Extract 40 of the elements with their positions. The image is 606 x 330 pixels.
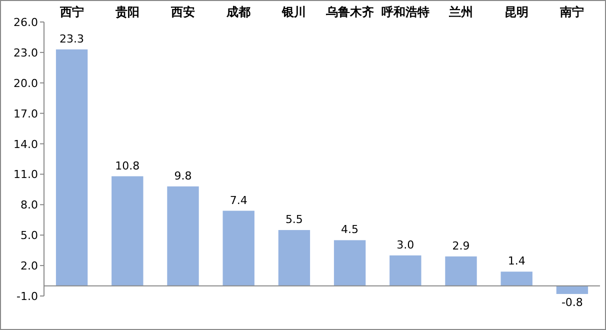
bar bbox=[445, 256, 477, 286]
y-tick-label: 11.0 bbox=[14, 168, 38, 182]
bar bbox=[500, 272, 532, 286]
y-tick-label: 8.0 bbox=[20, 198, 38, 212]
y-tick-label: 2.0 bbox=[20, 260, 38, 273]
x-tick-label: 兰州 bbox=[448, 5, 473, 19]
x-tick-label: 乌鲁木齐 bbox=[324, 5, 374, 19]
bar bbox=[222, 210, 254, 286]
bar bbox=[556, 286, 588, 294]
y-tick-label: 23.0 bbox=[14, 46, 38, 60]
bar bbox=[278, 230, 310, 286]
data-label: 10.8 bbox=[115, 159, 140, 172]
y-tick-label: 17.0 bbox=[14, 107, 38, 120]
data-label: 5.5 bbox=[285, 213, 303, 226]
y-tick-label: 20.0 bbox=[14, 76, 38, 90]
data-label: 23.3 bbox=[60, 32, 84, 46]
x-tick-label: 呼和浩特 bbox=[381, 5, 430, 19]
data-label: 3.0 bbox=[396, 238, 414, 252]
y-tick-label: 5.0 bbox=[20, 229, 38, 242]
bar bbox=[390, 255, 422, 286]
data-label: 1.4 bbox=[508, 254, 526, 268]
data-label: 4.5 bbox=[341, 223, 359, 236]
data-label: 2.9 bbox=[452, 239, 470, 252]
bar bbox=[56, 49, 88, 286]
x-tick-label: 西宁 bbox=[58, 5, 84, 19]
y-tick-label: -1.0 bbox=[16, 290, 38, 303]
x-tick-label: 南宁 bbox=[559, 5, 584, 19]
x-tick-label: 银川 bbox=[281, 5, 306, 19]
x-tick-label: 昆明 bbox=[504, 5, 529, 19]
x-tick-label: 贵阳 bbox=[114, 5, 140, 19]
y-tick-label: 14.0 bbox=[14, 138, 38, 151]
bar bbox=[112, 176, 144, 286]
y-tick-label: 26.0 bbox=[14, 16, 38, 29]
data-label: 7.4 bbox=[230, 194, 248, 207]
data-label: -0.8 bbox=[561, 296, 583, 309]
x-tick-label: 西安 bbox=[170, 5, 195, 19]
x-tick-label: 成都 bbox=[226, 5, 251, 19]
data-label: 9.8 bbox=[174, 169, 192, 182]
bar bbox=[167, 186, 199, 286]
bar bbox=[334, 240, 366, 286]
